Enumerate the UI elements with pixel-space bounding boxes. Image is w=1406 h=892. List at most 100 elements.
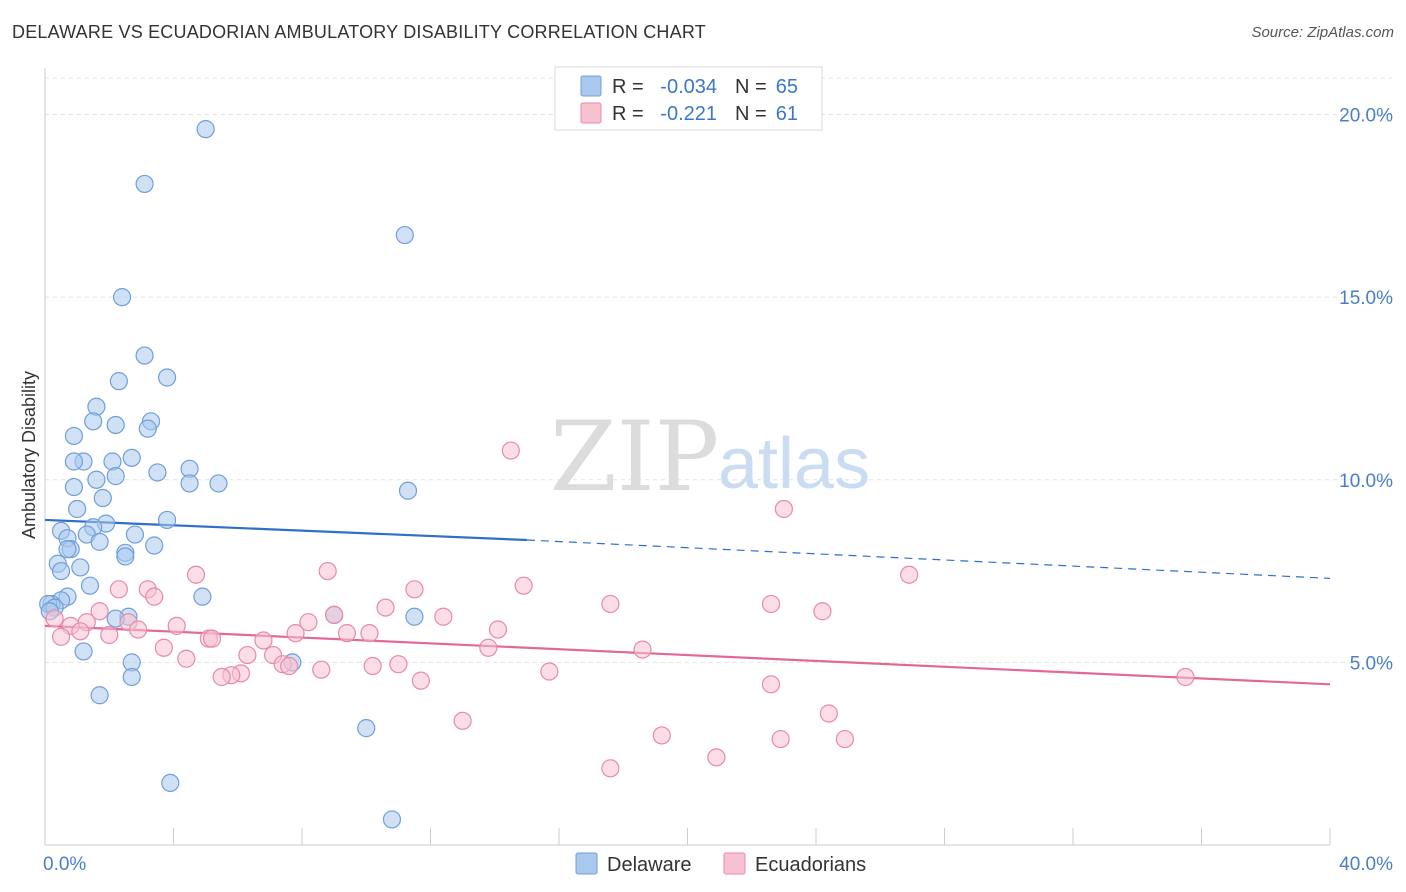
y-tick-label: 20.0% — [1339, 106, 1393, 127]
bottom-legend-swatch — [723, 852, 746, 875]
ecuadorians-point — [376, 598, 395, 617]
ecuadorians-point — [434, 607, 453, 626]
delaware-point — [357, 719, 376, 738]
y-tick-label: 5.0% — [1350, 653, 1393, 674]
ecuadorians-point — [488, 620, 508, 639]
delaware-point — [68, 499, 87, 519]
source-label: Source: ZipAtlas.com — [1251, 24, 1394, 41]
ecuadorians-point — [202, 629, 222, 648]
ecuadorians-point — [109, 580, 128, 599]
delaware-point — [193, 587, 212, 606]
delaware-point — [209, 474, 228, 493]
bottom-legend: Delaware Ecuadorians — [575, 852, 866, 876]
delaware-point — [135, 174, 154, 194]
watermark-atlas: atlas — [718, 424, 870, 504]
ecuadorians-point — [363, 656, 382, 676]
legend-n-label: N = — [735, 76, 767, 98]
data-points — [39, 120, 1195, 829]
x-tick-labels: 0.0% 40.0% — [43, 854, 1393, 875]
legend-n-value: 65 — [776, 76, 798, 98]
delaware-point — [93, 488, 112, 508]
delaware-point — [51, 561, 71, 581]
ecuadorians-point — [167, 616, 186, 635]
chart-title: DELAWARE VS ECUADORIAN AMBULATORY DISABI… — [12, 22, 706, 42]
delaware-point — [109, 372, 128, 391]
legend-n-label: N = — [735, 103, 767, 125]
x-tick-label: 40.0% — [1339, 854, 1393, 875]
ecuadorians-point — [337, 624, 357, 643]
legend-swatch — [580, 102, 602, 124]
delaware-point — [180, 474, 199, 493]
delaware-point — [405, 607, 424, 626]
delaware-point — [58, 540, 77, 559]
delaware-point — [135, 346, 154, 365]
ecuadorians-point — [479, 638, 498, 657]
delaware-point — [87, 470, 106, 489]
ecuadorians-point — [652, 726, 671, 745]
ecuadorians-point — [774, 499, 793, 519]
ecuadorians-point — [51, 627, 71, 646]
ecuadorians-point — [238, 645, 257, 665]
delaware-point — [196, 120, 215, 139]
ecuadorians-point — [405, 580, 424, 599]
delaware-point — [145, 536, 164, 555]
delaware-point — [122, 667, 141, 687]
delaware-point — [157, 368, 177, 387]
delaware-point — [157, 510, 177, 530]
ecuadorians-point — [286, 624, 305, 643]
delaware-point — [84, 412, 103, 431]
gridlines — [45, 77, 1392, 663]
ecuadorians-point — [389, 655, 408, 674]
ecuadorians-point — [254, 631, 273, 650]
ecuadorians-point — [280, 656, 299, 676]
legend-swatch — [580, 75, 602, 97]
bottom-legend-swatch — [575, 852, 598, 875]
delaware-point — [382, 810, 402, 829]
delaware-point — [138, 419, 157, 438]
ecuadorians-point — [501, 441, 520, 460]
delaware-point — [74, 642, 93, 661]
ecuadorians-point — [360, 624, 379, 643]
ecuadorians-point — [835, 729, 855, 749]
ecuadorians-point — [411, 671, 430, 690]
ecuadorians-point — [813, 602, 832, 621]
bottom-legend-label: Ecuadorians — [755, 854, 866, 876]
delaware-point — [395, 225, 414, 245]
legend-r-value: -0.221 — [660, 103, 717, 125]
y-tick-label: 10.0% — [1339, 471, 1393, 492]
ecuadorians-point — [601, 759, 620, 778]
delaware-trend-extension — [526, 539, 1331, 579]
ecuadorians-point — [71, 622, 90, 641]
ecuadorians-point — [45, 609, 64, 628]
delaware-point — [71, 558, 90, 577]
bottom-legend-label: Delaware — [607, 854, 691, 876]
delaware-point — [122, 448, 141, 467]
delaware-point — [64, 426, 84, 446]
delaware-point — [398, 481, 418, 500]
ecuadorians-point — [761, 675, 781, 694]
delaware-point — [125, 525, 145, 544]
ecuadorians-point — [761, 594, 781, 614]
trend-lines — [44, 518, 1331, 686]
legend-r-label: R = — [612, 103, 644, 125]
delaware-point — [116, 547, 135, 566]
y-axis-label: Ambulatory Disability — [19, 371, 39, 539]
ecuadorians-point — [154, 638, 173, 657]
ecuadorians-point — [299, 613, 318, 632]
delaware-point — [112, 288, 132, 307]
delaware-point — [106, 415, 125, 435]
watermark-zip: ZIP — [550, 401, 719, 513]
ecuadorians-point — [129, 620, 148, 639]
ecuadorians-point — [212, 667, 231, 687]
ecuadorians-point — [186, 565, 206, 584]
ecuadorians-point — [514, 576, 533, 595]
ecuadorians-point — [601, 594, 620, 614]
legend-n-value: 61 — [776, 103, 798, 125]
ecuadorians-point — [707, 748, 726, 767]
delaware-point — [80, 576, 100, 595]
ecuadorians-point — [90, 602, 109, 621]
ecuadorians-point — [318, 561, 337, 581]
ecuadorians-point — [312, 660, 331, 679]
ecuadorians-point — [771, 729, 790, 749]
delaware-point — [161, 773, 180, 793]
